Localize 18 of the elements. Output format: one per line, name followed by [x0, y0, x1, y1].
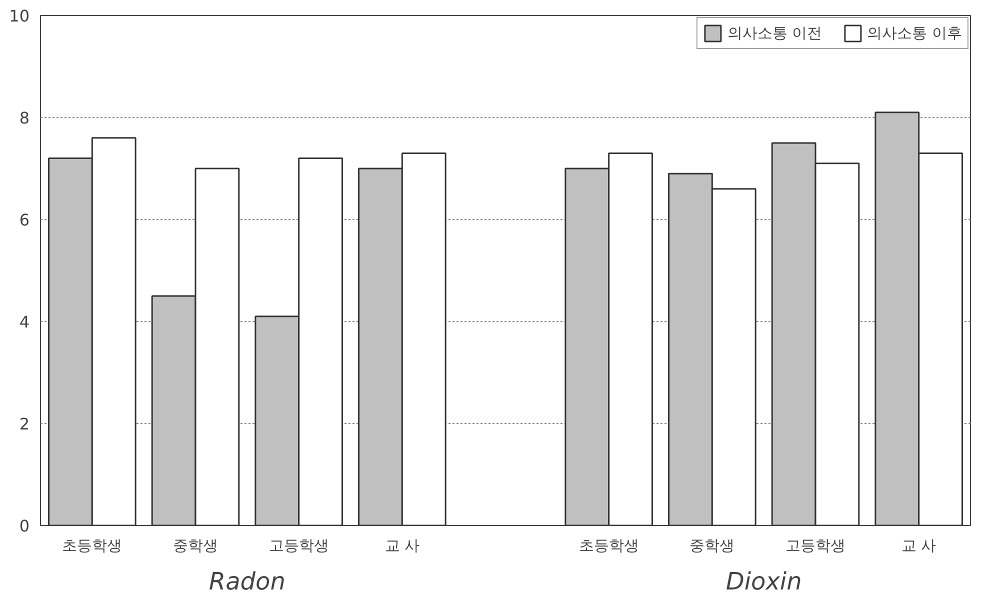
x-tick-label: 교 사: [384, 536, 420, 554]
y-tick-label: 8: [19, 108, 30, 128]
x-tick-label: 중학생: [173, 536, 218, 554]
y-tick-label: 10: [9, 6, 30, 26]
x-tick-label: 고등학생: [786, 536, 846, 554]
y-tick-label: 0: [19, 516, 30, 536]
x-tick-label: 교 사: [901, 536, 936, 554]
legend-label: 의사소통 이전: [727, 24, 822, 42]
y-tick-label: 2: [19, 414, 30, 434]
y-tick-label: 4: [19, 312, 30, 332]
legend-label: 의사소통 이후: [867, 24, 962, 42]
text: Radon: [208, 568, 286, 596]
x-tick-label: 초등학생: [62, 536, 122, 554]
x-tick-label: 고등학생: [268, 536, 329, 554]
y-tick-label: 6: [19, 210, 30, 230]
x-tick-label: 중학생: [690, 536, 735, 554]
text: Dioxin: [726, 568, 802, 596]
x-tick-label: 초등학생: [578, 536, 639, 554]
